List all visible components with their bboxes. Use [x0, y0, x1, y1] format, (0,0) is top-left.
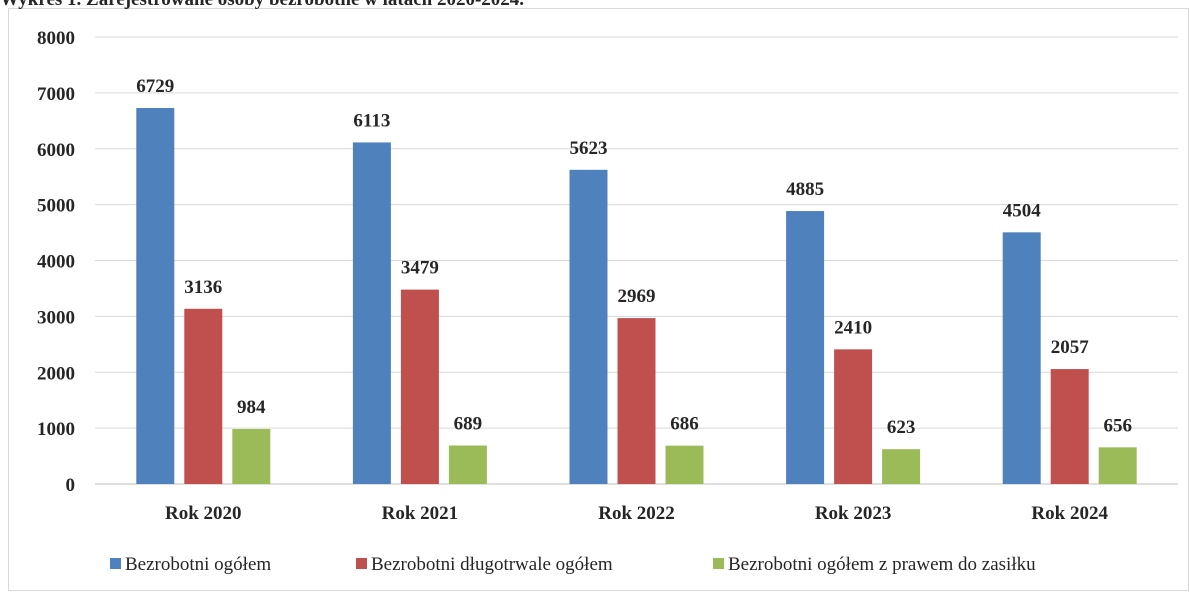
- bar: [1050, 369, 1089, 484]
- value-label: 623: [887, 417, 916, 438]
- y-tick-label: 6000: [37, 140, 75, 161]
- x-tick-label: Rok 2023: [815, 503, 892, 524]
- bar: [352, 142, 391, 484]
- y-tick-label: 1000: [37, 419, 75, 440]
- value-label: 3136: [184, 277, 222, 298]
- bar: [448, 445, 487, 484]
- y-tick-label: 0: [66, 475, 76, 496]
- value-label: 686: [670, 414, 699, 435]
- y-tick-label: 3000: [37, 307, 75, 328]
- legend-label: Bezrobotni ogółem: [125, 554, 271, 575]
- bar: [232, 429, 271, 484]
- bar: [1002, 232, 1041, 484]
- value-label: 2969: [618, 286, 656, 307]
- value-label: 689: [454, 414, 483, 435]
- value-label: 2410: [834, 317, 872, 338]
- y-tick-label: 2000: [37, 363, 75, 384]
- bar: [665, 445, 704, 484]
- bar: [569, 169, 608, 484]
- legend-swatch: [713, 558, 724, 569]
- legend-swatch: [110, 558, 121, 569]
- x-tick-label: Rok 2024: [1031, 503, 1108, 524]
- value-label: 5623: [570, 138, 608, 159]
- value-label: 3479: [401, 258, 439, 279]
- bar: [786, 211, 825, 484]
- bar: [617, 318, 656, 484]
- y-tick-label: 8000: [37, 28, 75, 49]
- bar: [400, 289, 439, 484]
- legend-label: Bezrobotni długotrwale ogółem: [371, 554, 613, 575]
- value-label: 4504: [1003, 200, 1042, 221]
- x-tick-label: Rok 2021: [382, 503, 459, 524]
- chart-title: Wykres 1. Zarejestrowane osoby bezrobotn…: [0, 0, 524, 10]
- value-label: 4885: [786, 179, 824, 200]
- value-label: 2057: [1051, 337, 1090, 358]
- bar: [1098, 447, 1137, 484]
- value-label: 656: [1103, 415, 1132, 436]
- x-tick-label: Rok 2020: [165, 503, 242, 524]
- y-tick-label: 5000: [37, 196, 75, 217]
- legend-swatch: [356, 558, 367, 569]
- bar: [882, 449, 921, 484]
- value-label: 6113: [353, 110, 390, 131]
- bar: [184, 308, 223, 484]
- y-tick-label: 7000: [37, 84, 75, 105]
- bar: [136, 108, 175, 485]
- bar: [834, 349, 873, 484]
- value-label: 984: [237, 397, 266, 418]
- legend-label: Bezrobotni ogółem z prawem do zasiłku: [728, 554, 1036, 575]
- value-label: 6729: [136, 76, 174, 97]
- y-tick-label: 4000: [37, 252, 75, 273]
- x-tick-label: Rok 2022: [598, 503, 675, 524]
